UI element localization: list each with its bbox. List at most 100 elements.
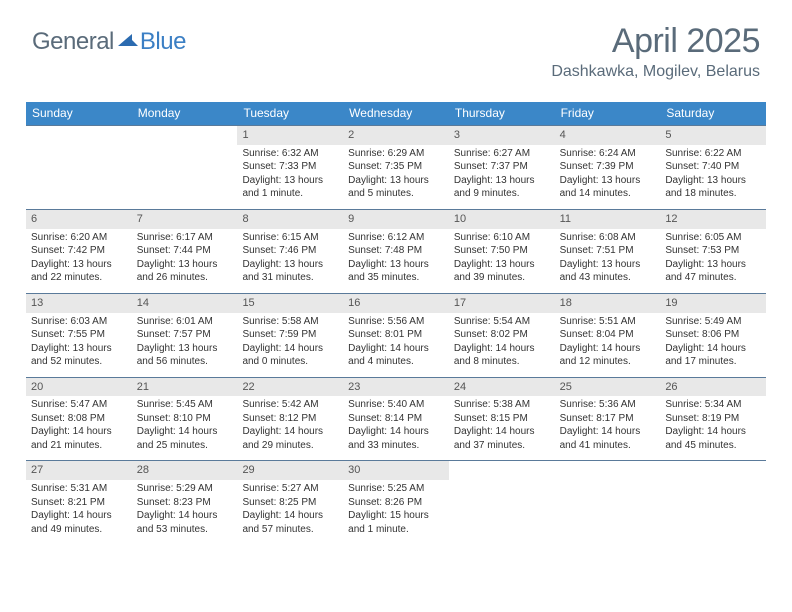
daylight-line: Daylight: 13 hours and 5 minutes. bbox=[348, 174, 444, 201]
daylight-line: Daylight: 15 hours and 1 minute. bbox=[348, 509, 444, 536]
day-number: 9 bbox=[343, 210, 449, 229]
day-number: 1 bbox=[237, 126, 343, 145]
day-cell: 26Sunrise: 5:34 AMSunset: 8:19 PMDayligh… bbox=[660, 378, 766, 461]
sunset-line: Sunset: 8:25 PM bbox=[242, 496, 338, 510]
sunrise-line: Sunrise: 5:25 AM bbox=[348, 482, 444, 496]
sunrise-line: Sunrise: 5:34 AM bbox=[665, 398, 761, 412]
day-content: Sunrise: 6:27 AMSunset: 7:37 PMDaylight:… bbox=[449, 145, 555, 209]
day-cell: 13Sunrise: 6:03 AMSunset: 7:55 PMDayligh… bbox=[26, 294, 132, 377]
day-number: 10 bbox=[449, 210, 555, 229]
calendar: SundayMondayTuesdayWednesdayThursdayFrid… bbox=[26, 102, 766, 544]
sunrise-line: Sunrise: 6:03 AM bbox=[31, 315, 127, 329]
daylight-line: Daylight: 14 hours and 57 minutes. bbox=[242, 509, 338, 536]
daylight-line: Daylight: 14 hours and 33 minutes. bbox=[348, 425, 444, 452]
logo: General Blue bbox=[32, 28, 186, 56]
sunrise-line: Sunrise: 6:32 AM bbox=[242, 147, 338, 161]
sunrise-line: Sunrise: 6:17 AM bbox=[137, 231, 233, 245]
sunset-line: Sunset: 8:15 PM bbox=[454, 412, 550, 426]
day-header: Sunday bbox=[26, 102, 132, 125]
day-cell: 30Sunrise: 5:25 AMSunset: 8:26 PMDayligh… bbox=[343, 461, 449, 544]
sunset-line: Sunset: 7:42 PM bbox=[31, 244, 127, 258]
sunset-line: Sunset: 7:51 PM bbox=[560, 244, 656, 258]
empty-cell bbox=[660, 461, 766, 544]
sunrise-line: Sunrise: 6:27 AM bbox=[454, 147, 550, 161]
day-content: Sunrise: 5:40 AMSunset: 8:14 PMDaylight:… bbox=[343, 396, 449, 460]
day-number: 3 bbox=[449, 126, 555, 145]
sunset-line: Sunset: 8:04 PM bbox=[560, 328, 656, 342]
day-cell: 25Sunrise: 5:36 AMSunset: 8:17 PMDayligh… bbox=[555, 378, 661, 461]
week-row: 27Sunrise: 5:31 AMSunset: 8:21 PMDayligh… bbox=[26, 460, 766, 544]
day-content: Sunrise: 6:32 AMSunset: 7:33 PMDaylight:… bbox=[237, 145, 343, 209]
daylight-line: Daylight: 14 hours and 41 minutes. bbox=[560, 425, 656, 452]
sunset-line: Sunset: 8:06 PM bbox=[665, 328, 761, 342]
day-number: 23 bbox=[343, 378, 449, 397]
month-title: April 2025 bbox=[551, 22, 760, 61]
sunset-line: Sunset: 7:37 PM bbox=[454, 160, 550, 174]
day-content: Sunrise: 5:31 AMSunset: 8:21 PMDaylight:… bbox=[26, 480, 132, 544]
day-number: 14 bbox=[132, 294, 238, 313]
empty-cell bbox=[555, 461, 661, 544]
sunset-line: Sunset: 8:14 PM bbox=[348, 412, 444, 426]
day-content: Sunrise: 5:45 AMSunset: 8:10 PMDaylight:… bbox=[132, 396, 238, 460]
day-content: Sunrise: 5:34 AMSunset: 8:19 PMDaylight:… bbox=[660, 396, 766, 460]
day-number: 24 bbox=[449, 378, 555, 397]
sunrise-line: Sunrise: 5:45 AM bbox=[137, 398, 233, 412]
sunrise-line: Sunrise: 5:47 AM bbox=[31, 398, 127, 412]
day-content: Sunrise: 5:25 AMSunset: 8:26 PMDaylight:… bbox=[343, 480, 449, 544]
day-cell: 9Sunrise: 6:12 AMSunset: 7:48 PMDaylight… bbox=[343, 210, 449, 293]
sunset-line: Sunset: 7:44 PM bbox=[137, 244, 233, 258]
daylight-line: Daylight: 14 hours and 4 minutes. bbox=[348, 342, 444, 369]
day-header: Monday bbox=[132, 102, 238, 125]
sunrise-line: Sunrise: 5:51 AM bbox=[560, 315, 656, 329]
sunrise-line: Sunrise: 5:56 AM bbox=[348, 315, 444, 329]
daylight-line: Daylight: 13 hours and 31 minutes. bbox=[242, 258, 338, 285]
day-content: Sunrise: 5:36 AMSunset: 8:17 PMDaylight:… bbox=[555, 396, 661, 460]
day-cell: 14Sunrise: 6:01 AMSunset: 7:57 PMDayligh… bbox=[132, 294, 238, 377]
day-header-row: SundayMondayTuesdayWednesdayThursdayFrid… bbox=[26, 102, 766, 125]
daylight-line: Daylight: 13 hours and 56 minutes. bbox=[137, 342, 233, 369]
sunset-line: Sunset: 7:35 PM bbox=[348, 160, 444, 174]
day-number: 5 bbox=[660, 126, 766, 145]
day-cell: 15Sunrise: 5:58 AMSunset: 7:59 PMDayligh… bbox=[237, 294, 343, 377]
logo-text-general: General bbox=[32, 28, 114, 56]
day-content: Sunrise: 5:54 AMSunset: 8:02 PMDaylight:… bbox=[449, 313, 555, 377]
day-header: Saturday bbox=[660, 102, 766, 125]
day-cell: 23Sunrise: 5:40 AMSunset: 8:14 PMDayligh… bbox=[343, 378, 449, 461]
day-header: Thursday bbox=[449, 102, 555, 125]
sunset-line: Sunset: 8:02 PM bbox=[454, 328, 550, 342]
sunset-line: Sunset: 7:48 PM bbox=[348, 244, 444, 258]
day-number: 11 bbox=[555, 210, 661, 229]
sunrise-line: Sunrise: 6:20 AM bbox=[31, 231, 127, 245]
day-cell: 7Sunrise: 6:17 AMSunset: 7:44 PMDaylight… bbox=[132, 210, 238, 293]
day-header: Wednesday bbox=[343, 102, 449, 125]
day-number: 15 bbox=[237, 294, 343, 313]
day-content: Sunrise: 5:29 AMSunset: 8:23 PMDaylight:… bbox=[132, 480, 238, 544]
location: Dashkawka, Mogilev, Belarus bbox=[551, 63, 760, 81]
daylight-line: Daylight: 14 hours and 17 minutes. bbox=[665, 342, 761, 369]
daylight-line: Daylight: 13 hours and 26 minutes. bbox=[137, 258, 233, 285]
day-cell: 12Sunrise: 6:05 AMSunset: 7:53 PMDayligh… bbox=[660, 210, 766, 293]
day-content: Sunrise: 5:58 AMSunset: 7:59 PMDaylight:… bbox=[237, 313, 343, 377]
day-content: Sunrise: 5:47 AMSunset: 8:08 PMDaylight:… bbox=[26, 396, 132, 460]
sunrise-line: Sunrise: 6:22 AM bbox=[665, 147, 761, 161]
sunrise-line: Sunrise: 6:12 AM bbox=[348, 231, 444, 245]
sunrise-line: Sunrise: 6:08 AM bbox=[560, 231, 656, 245]
sunset-line: Sunset: 8:10 PM bbox=[137, 412, 233, 426]
daylight-line: Daylight: 13 hours and 14 minutes. bbox=[560, 174, 656, 201]
sunset-line: Sunset: 8:17 PM bbox=[560, 412, 656, 426]
sunrise-line: Sunrise: 5:40 AM bbox=[348, 398, 444, 412]
sunrise-line: Sunrise: 5:58 AM bbox=[242, 315, 338, 329]
day-number: 27 bbox=[26, 461, 132, 480]
day-number: 12 bbox=[660, 210, 766, 229]
daylight-line: Daylight: 13 hours and 18 minutes. bbox=[665, 174, 761, 201]
day-cell: 21Sunrise: 5:45 AMSunset: 8:10 PMDayligh… bbox=[132, 378, 238, 461]
day-content: Sunrise: 5:51 AMSunset: 8:04 PMDaylight:… bbox=[555, 313, 661, 377]
day-content: Sunrise: 5:38 AMSunset: 8:15 PMDaylight:… bbox=[449, 396, 555, 460]
sunset-line: Sunset: 8:12 PM bbox=[242, 412, 338, 426]
empty-cell bbox=[449, 461, 555, 544]
daylight-line: Daylight: 14 hours and 49 minutes. bbox=[31, 509, 127, 536]
day-content: Sunrise: 6:17 AMSunset: 7:44 PMDaylight:… bbox=[132, 229, 238, 293]
sunset-line: Sunset: 8:19 PM bbox=[665, 412, 761, 426]
day-number: 6 bbox=[26, 210, 132, 229]
day-number: 4 bbox=[555, 126, 661, 145]
